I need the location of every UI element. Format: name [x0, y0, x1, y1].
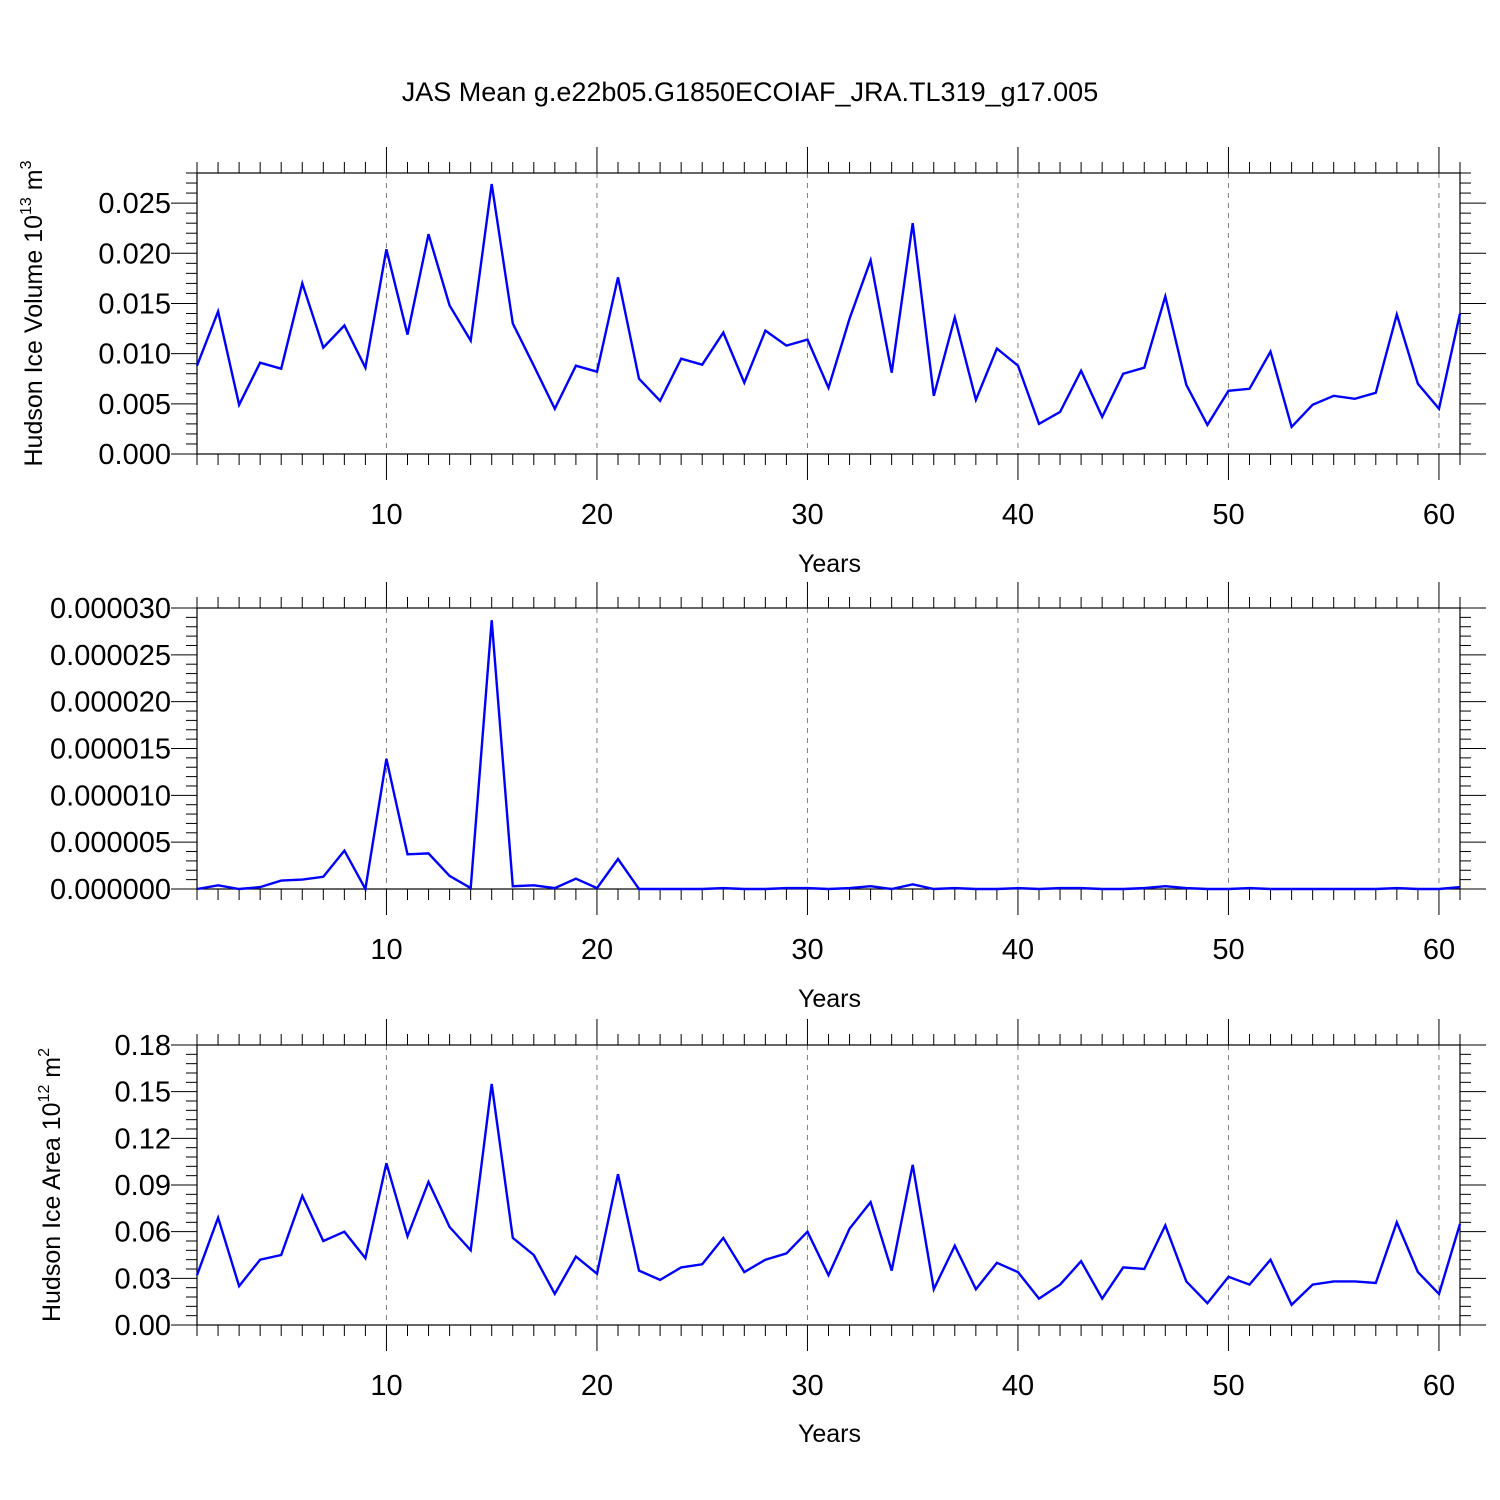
- y-tick-label: 0.06: [115, 1217, 171, 1249]
- x-tick-label: 50: [1212, 1370, 1244, 1402]
- x-axis-label: Years: [798, 1420, 861, 1448]
- x-tick-label: 50: [1212, 934, 1244, 966]
- x-tick-label: 40: [1002, 499, 1034, 531]
- x-tick-label: 10: [370, 934, 402, 966]
- panels: 10 20 30 40 50 60 0.000 0.005 0.010 0.015 0.020 0.0…: [18, 147, 1486, 1448]
- x-axis-label: Years: [798, 985, 861, 1013]
- x-tick-label: 40: [1002, 1370, 1034, 1402]
- y-tick-label: 0.000000: [50, 874, 171, 906]
- series-line: [196, 620, 1461, 893]
- x-tick-label: 30: [791, 934, 823, 966]
- x-tick-label: 20: [581, 934, 613, 966]
- x-tick-label: 40: [1002, 934, 1034, 966]
- y-tick-label: 0.000025: [50, 640, 171, 672]
- panel-3: 10 20 30 40 50 60 0.00 0.03 0.06 0.09 0.12 0.15 0.18…: [36, 1019, 1486, 1448]
- y-tick-label: 0.000020: [50, 687, 171, 719]
- panel-1: 10 20 30 40 50 60 0.000 0.005 0.010 0.015 0.020 0.0…: [18, 147, 1486, 578]
- y-axis-label: Hudson Ice Volume 1013 m3: [18, 160, 48, 466]
- x-tick-label: 20: [581, 499, 613, 531]
- y-tick-label: 0.12: [115, 1123, 171, 1155]
- y-tick-label: 0.15: [115, 1077, 171, 1109]
- x-tick-label: 20: [581, 1370, 613, 1402]
- y-tick-label: 0.03: [115, 1263, 171, 1295]
- x-axis-label: Years: [798, 550, 861, 578]
- x-tick-label: 10: [370, 1370, 402, 1402]
- x-tick-label: 60: [1423, 1370, 1455, 1402]
- y-tick-label: 0.000030: [50, 593, 171, 625]
- x-tick-label: 60: [1423, 499, 1455, 531]
- y-tick-label: 0.00: [115, 1310, 171, 1342]
- y-tick-label: 0.000010: [50, 780, 171, 812]
- y-tick-label: 0.005: [98, 389, 171, 421]
- y-tick-label: 0.09: [115, 1170, 171, 1202]
- series-line: [195, 1083, 1462, 1307]
- figure-title: JAS Mean g.e22b05.G1850ECOIAF_JRA.TL319_…: [402, 77, 1098, 107]
- y-tick-label: 0.000005: [50, 827, 171, 859]
- y-tick-label: 0.18: [115, 1030, 171, 1062]
- panel-2: 10 20 30 40 50 60 0.000000 0.000005 0.000010 0.00…: [50, 582, 1486, 1013]
- y-tick-label: 0.000015: [50, 734, 171, 766]
- y-tick-label: 0.000: [98, 439, 171, 471]
- y-tick-label: 0.015: [98, 288, 171, 320]
- x-tick-label: 10: [370, 499, 402, 531]
- x-tick-label: 50: [1212, 499, 1244, 531]
- y-tick-label: 0.025: [98, 188, 171, 220]
- y-tick-label: 0.020: [98, 238, 171, 270]
- y-tick-label: 0.010: [98, 339, 171, 371]
- x-tick-label: 30: [791, 499, 823, 531]
- x-tick-label: 30: [791, 1370, 823, 1402]
- x-tick-label: 60: [1423, 934, 1455, 966]
- y-axis-label: Hudson Ice Area 1012 m2: [36, 1048, 66, 1322]
- series-line: [195, 183, 1462, 430]
- plot-frame: [196, 1044, 1461, 1326]
